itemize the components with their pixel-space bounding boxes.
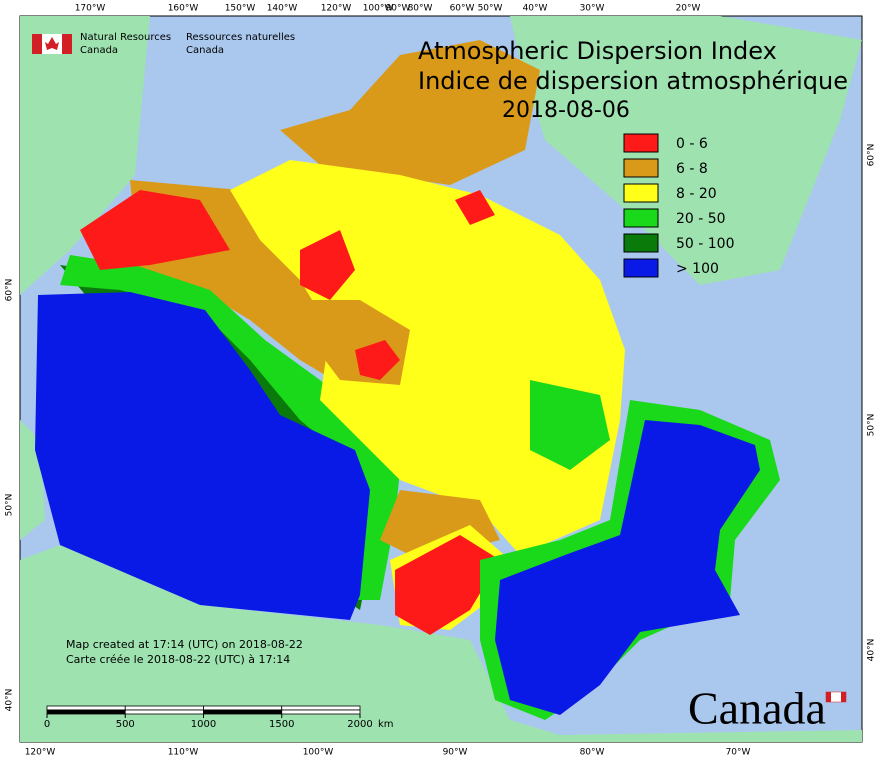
latitude-label: 40°N xyxy=(867,639,877,662)
date: 2018-08-06 xyxy=(502,98,630,123)
longitude-label: 100°W xyxy=(303,748,334,758)
legend-label: 8 - 20 xyxy=(676,186,717,202)
longitude-label: 160°W xyxy=(168,4,199,14)
scale-segment xyxy=(124,705,204,711)
region xyxy=(395,535,500,635)
latitude-label: 60°N xyxy=(5,279,15,302)
longitude-label: 90°W xyxy=(443,748,468,758)
scale-label: 2000 xyxy=(347,719,372,730)
longitude-label: 70°W xyxy=(726,748,751,758)
scale-unit: km xyxy=(378,719,394,730)
wordmark-flag xyxy=(841,692,846,702)
greenland xyxy=(510,16,862,285)
legend: 0 - 6 6 - 8 8 - 20 20 - 50 50 - 100 > 100 xyxy=(623,133,735,278)
title: Atmospheric Dispersion Index xyxy=(418,37,777,65)
land xyxy=(20,16,862,742)
logo-text: Ressources naturelles xyxy=(186,32,295,43)
region xyxy=(300,230,355,300)
longitude-label: 30°W xyxy=(580,4,605,14)
scale-bar: 0 500 1000 1500 2000 km xyxy=(44,705,394,730)
graticule: 170°W 160°W 150°W 140°W 120°W 100°W90°W80°W 60… xyxy=(5,4,877,758)
logo-text: Canada xyxy=(80,45,118,56)
legend-swatch xyxy=(623,183,659,203)
scale-segment xyxy=(46,705,126,711)
region xyxy=(60,255,400,600)
latitude-label: 50°N xyxy=(867,414,877,437)
dispersion-regions xyxy=(35,40,780,720)
alaska xyxy=(20,16,150,295)
scale-label: 1500 xyxy=(269,719,294,730)
legend-label: 50 - 100 xyxy=(676,236,735,252)
header: Natural Resources Canada Ressources natu… xyxy=(32,32,295,56)
longitude-label: 90°W xyxy=(386,4,411,14)
longitude-label: 50°W xyxy=(478,4,503,14)
region xyxy=(355,340,400,380)
scale-segment xyxy=(203,709,283,715)
longitude-label: 150°W xyxy=(225,4,256,14)
scale-label: 0 xyxy=(44,719,50,730)
region xyxy=(80,190,230,270)
longitude-label: 110°W xyxy=(168,748,199,758)
region xyxy=(280,40,540,185)
scale-segment xyxy=(124,709,204,715)
longitude-label: 120°W xyxy=(25,748,56,758)
legend-label: 6 - 8 xyxy=(676,161,708,177)
latitude-label: 40°N xyxy=(5,689,15,712)
note: Carte créée le 2018-08-22 (UTC) à 17:14 xyxy=(66,653,290,666)
title: Indice de dispersion atmosphérique xyxy=(418,67,848,95)
scale-label: 500 xyxy=(116,719,135,730)
longitude-label: 20°W xyxy=(676,4,701,14)
wordmark-flag xyxy=(826,692,831,702)
scale-segment xyxy=(281,709,361,715)
scale-segment xyxy=(281,705,361,711)
region xyxy=(35,292,370,620)
legend-label: 0 - 6 xyxy=(676,136,708,152)
legend-label: > 100 xyxy=(676,261,719,277)
scale-segment xyxy=(203,705,283,711)
legend-swatch xyxy=(623,133,659,153)
legend-swatch xyxy=(623,158,659,178)
legend-swatch xyxy=(623,233,659,253)
legend-swatch xyxy=(623,208,659,228)
latitude-label: 60°N xyxy=(867,144,877,167)
region xyxy=(495,420,760,715)
region xyxy=(530,380,610,470)
usa xyxy=(20,545,862,742)
logo-text: Natural Resources xyxy=(80,32,171,43)
longitude-label: 40°W xyxy=(523,4,548,14)
flag-band xyxy=(32,34,42,54)
legend-swatch xyxy=(623,258,659,278)
longitude-label: 120°W xyxy=(321,4,352,14)
note: Map created at 17:14 (UTC) on 2018-08-22 xyxy=(66,638,303,651)
scale-label: 1000 xyxy=(191,719,216,730)
longitude-label: 140°W xyxy=(267,4,298,14)
flag-band xyxy=(62,34,72,54)
longitude-label: 80°W xyxy=(580,748,605,758)
region xyxy=(455,190,495,225)
scale-segment xyxy=(46,709,126,715)
latitude-label: 50°N xyxy=(5,494,15,517)
legend-label: 20 - 50 xyxy=(676,211,726,227)
longitude-label: 100°W xyxy=(363,4,394,14)
longitude-label: 170°W xyxy=(75,4,106,14)
longitude-label: 60°W xyxy=(450,4,475,14)
wordmark: Canada xyxy=(688,683,826,734)
logo-text: Canada xyxy=(186,45,224,56)
maple-leaf xyxy=(45,37,59,50)
longitude-label: 80°W xyxy=(408,4,433,14)
